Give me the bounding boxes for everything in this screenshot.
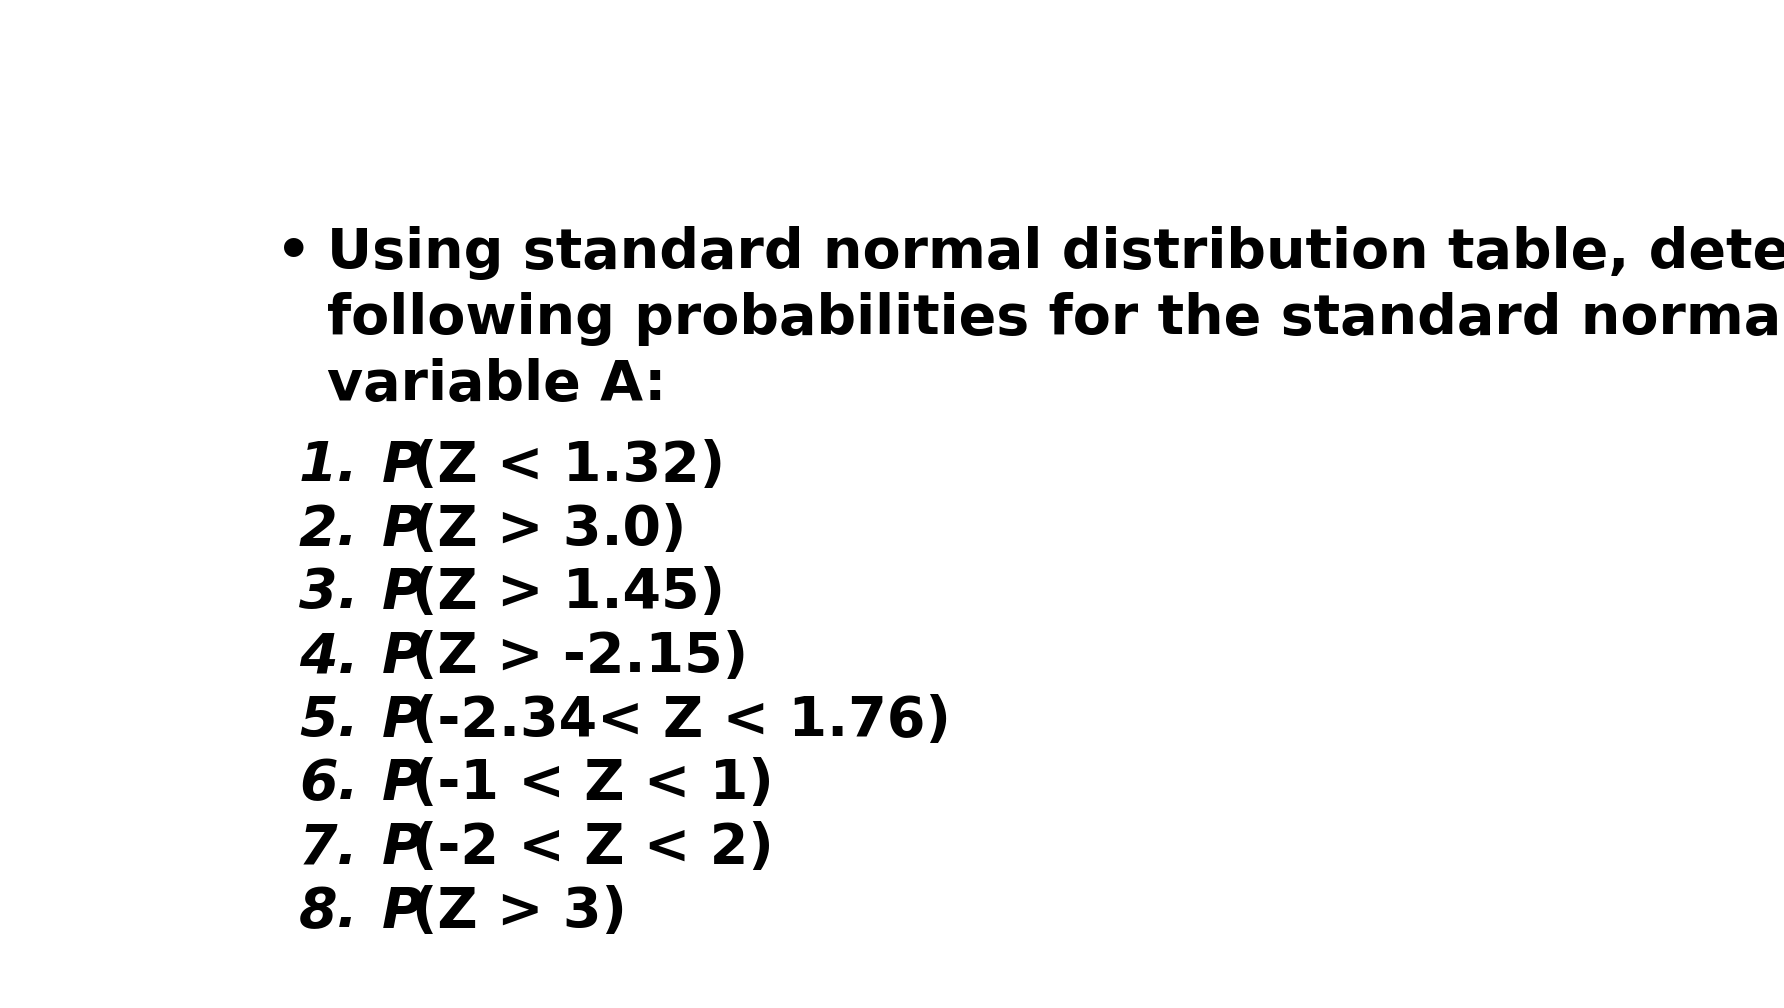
Text: P: P bbox=[382, 757, 423, 811]
Text: P: P bbox=[382, 822, 423, 875]
Text: 7.: 7. bbox=[300, 822, 359, 875]
Text: 5.: 5. bbox=[300, 694, 359, 748]
Text: 8.: 8. bbox=[300, 885, 359, 938]
Text: (-1 < Z < 1): (-1 < Z < 1) bbox=[412, 757, 774, 811]
Text: (Z > 3.0): (Z > 3.0) bbox=[412, 503, 687, 556]
Text: (-2 < Z < 2): (-2 < Z < 2) bbox=[412, 822, 774, 875]
Text: P: P bbox=[382, 630, 423, 684]
Text: P: P bbox=[382, 566, 423, 621]
Text: (-2.34< Z < 1.76): (-2.34< Z < 1.76) bbox=[412, 694, 951, 748]
Text: (Z > 1.45): (Z > 1.45) bbox=[412, 566, 726, 621]
Text: 1.: 1. bbox=[300, 439, 359, 493]
Text: 6.: 6. bbox=[300, 757, 359, 811]
Text: 3.: 3. bbox=[300, 566, 359, 621]
Text: P: P bbox=[382, 439, 423, 493]
Text: following probabilities for the standard normal random: following probabilities for the standard… bbox=[326, 291, 1784, 346]
Text: P: P bbox=[382, 503, 423, 556]
Text: (Z < 1.32): (Z < 1.32) bbox=[412, 439, 726, 493]
Text: P: P bbox=[382, 694, 423, 748]
Text: 4.: 4. bbox=[300, 630, 359, 684]
Text: •: • bbox=[275, 226, 310, 280]
Text: 2.: 2. bbox=[300, 503, 359, 556]
Text: (Z > 3): (Z > 3) bbox=[412, 885, 628, 938]
Text: (Z > -2.15): (Z > -2.15) bbox=[412, 630, 749, 684]
Text: variable A:: variable A: bbox=[326, 358, 665, 411]
Text: P: P bbox=[382, 885, 423, 938]
Text: Using standard normal distribution table, determine the: Using standard normal distribution table… bbox=[326, 226, 1784, 280]
